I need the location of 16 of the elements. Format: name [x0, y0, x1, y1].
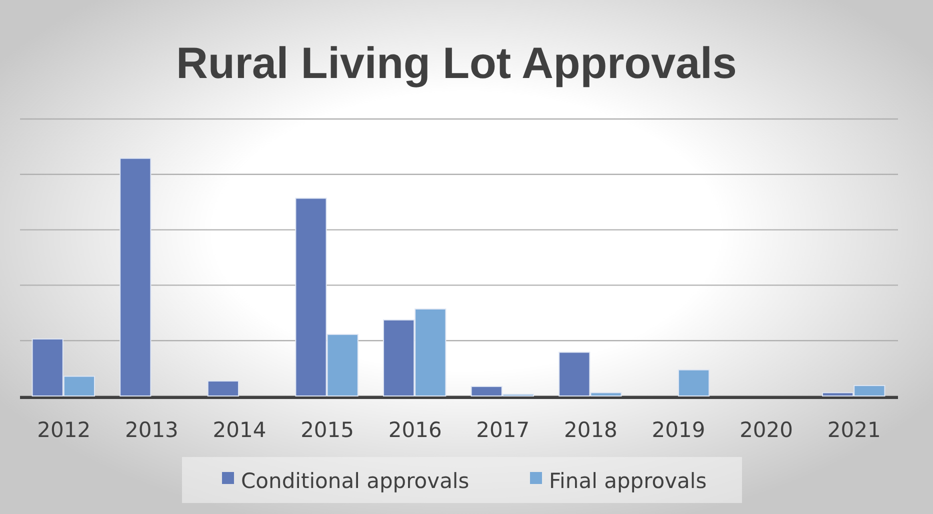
bar [120, 158, 152, 396]
x-tick-label: 2012 [37, 418, 91, 442]
x-tick-label: 2021 [827, 418, 881, 442]
legend-label: Conditional approvals [241, 469, 470, 493]
x-tick-label: 2019 [652, 418, 706, 442]
x-tick-label: 2013 [124, 418, 178, 442]
x-tick-label: 2020 [740, 418, 794, 442]
legend-label: Final approvals [549, 469, 707, 493]
chart-title: Rural Living Lot Approvals [176, 39, 737, 88]
bar [207, 380, 239, 396]
x-tick-label: 2016 [388, 418, 442, 442]
x-tick-label: 2014 [212, 418, 266, 442]
x-tick-label: 2018 [564, 418, 618, 442]
bar [678, 369, 710, 396]
x-tick-label: 2015 [300, 418, 354, 442]
x-tick-label: 2017 [476, 418, 530, 442]
